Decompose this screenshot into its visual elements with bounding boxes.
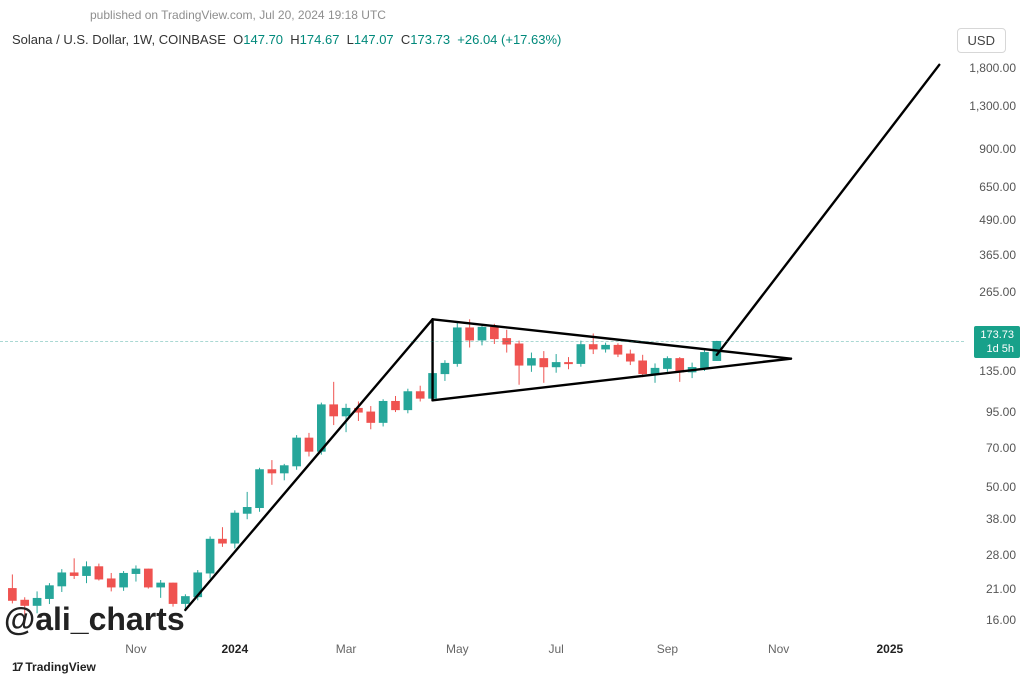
y-tick: 1,300.00 [969,99,1016,113]
y-tick: 21.00 [986,582,1016,596]
x-tick: Nov [125,642,146,656]
y-tick: 95.00 [986,405,1016,419]
price-chart[interactable] [0,0,1024,680]
tv-glyph-icon: 17 [12,660,21,674]
x-tick: 2024 [221,642,248,656]
y-tick: 50.00 [986,480,1016,494]
y-tick: 16.00 [986,613,1016,627]
x-tick: May [446,642,469,656]
y-tick: 900.00 [979,142,1016,156]
x-axis[interactable]: Nov 2024 Mar May Jul Sep Nov 2025 [0,642,964,662]
x-tick: Sep [657,642,678,656]
y-tick: 650.00 [979,180,1016,194]
y-tick: 1,800.00 [969,61,1016,75]
y-tick: 365.00 [979,248,1016,262]
tradingview-logo: 17 TradingView [12,660,96,674]
tv-brand-text: TradingView [25,660,95,674]
y-tick: 135.00 [979,364,1016,378]
y-tick: 265.00 [979,285,1016,299]
last-price-line [0,341,964,342]
x-tick: Jul [548,642,563,656]
author-watermark: @ali_charts [4,601,185,638]
y-axis[interactable]: 1,800.00 1,300.00 900.00 650.00 490.00 365.00… [964,0,1024,640]
y-tick: 28.00 [986,548,1016,562]
y-tick: 490.00 [979,213,1016,227]
y-tick: 70.00 [986,441,1016,455]
x-tick: Nov [768,642,789,656]
x-tick: 2025 [876,642,903,656]
x-tick: Mar [336,642,357,656]
y-tick: 38.00 [986,512,1016,526]
